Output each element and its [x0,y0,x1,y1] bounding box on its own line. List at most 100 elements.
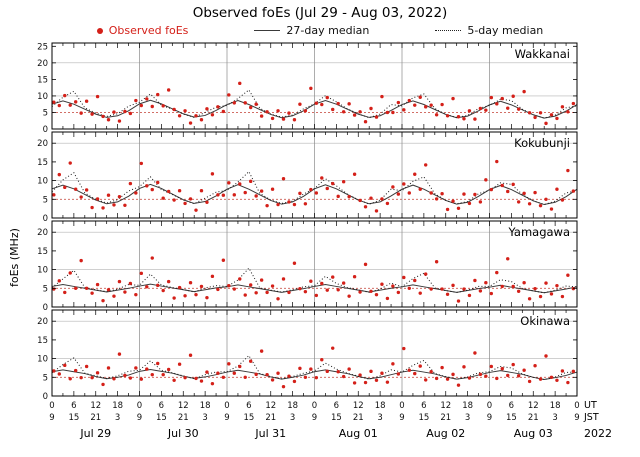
ut-tick-label: 12 [353,401,364,411]
observed-points [52,256,576,303]
day-label: Aug 02 [426,427,465,440]
chart-title: Observed foEs (Jul 29 - Aug 03, 2022) [192,5,448,21]
y-tick-label: 0 [43,214,48,224]
ut-tick-label: 6 [71,401,76,411]
y-tick-label: 15 [37,336,48,346]
ut-tick-label: 6 [246,401,251,411]
jst-tick-label: 3 [552,413,557,423]
observed-dot-marker [96,27,103,34]
jst-tick-label: 15 [506,413,517,423]
ut-tick-label: 12 [528,401,539,411]
panel-yamagawa: 0 5 10 15 20 Yamagawa [37,220,578,313]
ut-tick-label: 6 [509,401,514,411]
ut-tick-label: 12 [178,401,189,411]
day-label: Jul 29 [79,427,111,440]
ut-tick-label: 18 [112,401,123,411]
day-label: Jul 30 [167,427,199,440]
jst-tick-label: 21 [440,413,451,423]
jst-tick-label: 3 [290,413,295,423]
median27-line [51,368,578,381]
ut-tick-label: 6 [334,401,339,411]
jst-tick-label: 21 [353,413,364,423]
day-label: Jul 31 [254,427,286,440]
jst-tick-label: 15 [243,413,254,423]
y-tick-label: 20 [37,317,48,327]
median5-line [51,170,578,206]
ut-tick-label: 0 [49,401,54,411]
legend-median5-label: 5-day median [467,24,544,37]
y-tick-label: 5 [43,108,48,118]
jst-tick-label: 3 [465,413,470,423]
jst-tick-label: 9 [49,413,54,423]
legend-item-median5: 5-day median [435,24,543,37]
y-tick-label: 10 [37,177,48,187]
jst-axis-label: JST [583,412,599,423]
jst-tick-label: 21 [265,413,276,423]
station-label: Okinawa [520,314,570,328]
y-tick-label: 10 [37,355,48,365]
jst-tick-label: 15 [156,413,167,423]
ut-tick-label: 18 [462,401,473,411]
legend-median27-label: 27-day median [286,24,370,37]
day-label: Aug 03 [514,427,553,440]
jst-tick-label: 9 [137,413,142,423]
y-tick-label: 10 [37,92,48,102]
y-tick-label: 0 [43,392,48,402]
jst-tick-label: 15 [418,413,429,423]
jst-tick-label: 9 [312,413,317,423]
jst-tick-label: 15 [331,413,342,423]
y-tick-label: 0 [43,303,48,313]
jst-tick-label: 21 [178,413,189,423]
panel-kokubunji: 0 5 10 15 20 Kokubunji [37,131,578,224]
median27-line [51,99,578,119]
ut-tick-label: 18 [550,401,561,411]
jst-tick-label: 9 [224,413,229,423]
median5-line-marker [435,30,462,31]
jst-tick-label: 21 [90,413,101,423]
jst-tick-label: 21 [528,413,539,423]
jst-tick-label: 9 [399,413,404,423]
y-tick-label: 5 [43,284,48,294]
ut-tick-label: 0 [399,401,404,411]
ut-tick-label: 18 [287,401,298,411]
y-tick-label: 20 [37,59,48,69]
ut-axis-label: UT [584,400,597,411]
median5-line [51,89,578,119]
ut-tick-label: 0 [224,401,229,411]
y-tick-label: 15 [37,247,48,257]
y-tick-label: 25 [37,42,48,52]
station-label: Wakkanai [515,47,570,61]
y-axis-label: foEs (MHz) [8,228,21,287]
chart-legend: Observed foEs 27-day median 5-day median [0,22,640,39]
observed-points [52,81,576,126]
y-tick-label: 20 [37,228,48,238]
jst-tick-label: 9 [487,413,492,423]
jst-tick-label: 3 [377,413,382,423]
ut-tick-label: 6 [159,401,164,411]
median27-line-marker [254,30,281,31]
ut-tick-label: 12 [265,401,276,411]
median5-line [51,354,578,381]
y-tick-label: 10 [37,266,48,276]
station-label: Kokubunji [514,136,570,150]
ut-tick-label: 0 [574,401,579,411]
y-tick-label: 5 [43,195,48,205]
observed-points [52,346,576,389]
chart-area: foEs (MHz) 0 5 10 15 20 25 Wakkanai 0 5 10 15 20 Kok… [0,39,640,453]
ut-tick-label: 12 [440,401,451,411]
legend-observed-label: Observed foEs [108,24,189,37]
jst-tick-label: 3 [115,413,120,423]
chart-canvas: 0 5 10 15 20 25 Wakkanai 0 5 10 15 20 Kokubunji 0 5 10 1… [37,42,612,440]
ut-tick-label: 0 [487,401,492,411]
median27-line [51,283,578,294]
y-tick-label: 15 [37,158,48,168]
y-tick-label: 20 [37,139,48,149]
year-label: 2022 [584,427,612,440]
panel-wakkanai: 0 5 10 15 20 25 Wakkanai [37,42,578,135]
ut-tick-label: 18 [200,401,211,411]
y-tick-label: 15 [37,75,48,85]
observed-points [52,159,576,213]
ut-tick-label: 0 [312,401,317,411]
legend-item-observed: Observed foEs [96,24,189,37]
